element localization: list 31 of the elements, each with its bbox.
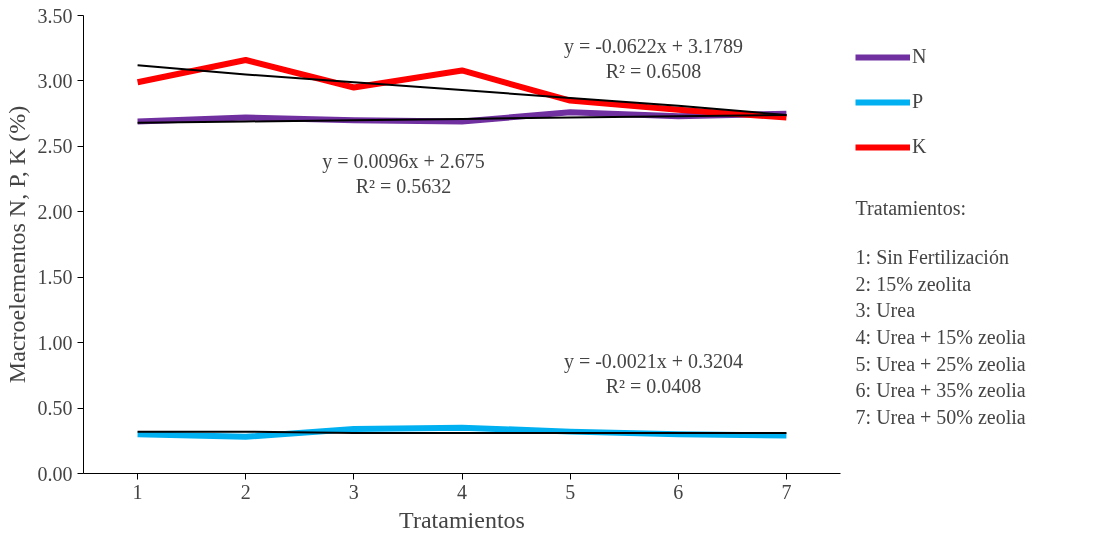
text: 3: Urea (855, 299, 916, 322)
y-tick-label: 3.50 (37, 4, 73, 27)
x-tick-label: 1 (132, 480, 143, 503)
x-tick-label: 6 (673, 480, 684, 503)
x-tick-label: 3 (348, 480, 359, 503)
text: 2: 15% zeolita (855, 272, 972, 295)
annotation: y = -0.0021x + 0.3204 R² = 0.0408 (563, 350, 744, 397)
legend-label: P (912, 90, 925, 113)
y-tick-label: 2.50 (37, 135, 73, 158)
y-tick-label: 3.00 (37, 69, 73, 92)
x-tick-label: 4 (457, 480, 467, 503)
x-tick-label: 5 (565, 480, 576, 503)
legend-label: K (912, 135, 928, 158)
y-tick-label: 0.00 (37, 462, 73, 485)
y-axis-title: Macroelementos N, P, K (%) (3, 105, 30, 384)
text: 5: Urea + 25% zeolia (855, 352, 1026, 375)
text: 1: Sin Fertilización (855, 246, 1009, 269)
y-tick-label: 0.50 (37, 397, 73, 420)
y-tick-label: 1.50 (37, 266, 73, 289)
text: Tratamientos: (855, 196, 966, 219)
text: 7: Urea + 50% zeolia (855, 405, 1026, 428)
text: 6: Urea + 35% zeolia (855, 379, 1026, 402)
x-tick-label: 7 (781, 480, 792, 503)
annotation: y = 0.0096x + 2.675 R² = 0.5632 (322, 150, 485, 197)
x-axis-title: Tratamientos (399, 506, 525, 533)
x-tick-label: 2 (240, 480, 251, 503)
annotation: y = -0.0622x + 3.1789 R² = 0.6508 (563, 35, 744, 82)
text: 4: Urea + 15% zeolia (855, 326, 1026, 349)
y-tick-label: 1.00 (37, 331, 73, 354)
legend-label: N (912, 45, 928, 68)
y-tick-label: 2.00 (37, 200, 73, 223)
